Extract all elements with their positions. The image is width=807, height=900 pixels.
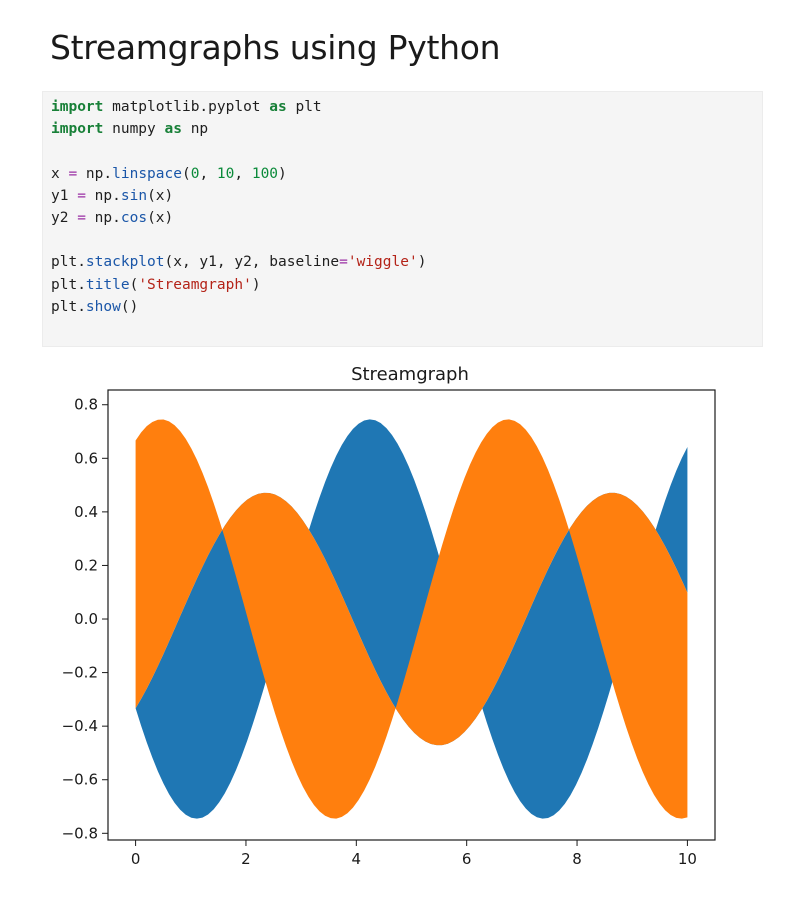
x-tick-label: 6 [462, 850, 472, 868]
chart-areas [135, 419, 688, 819]
y-tick-label: −0.2 [62, 664, 98, 682]
y-tick-label: 0.0 [74, 610, 98, 628]
x-tick-label: 2 [241, 850, 251, 868]
y-tick-label: 0.2 [74, 556, 98, 574]
chart-axes: 0 2 4 6 8 10 −0.8 −0.6 −0.4 −0.2 0.0 0.2 0.4 0.6 0.8 [62, 396, 697, 868]
x-tick-label: 8 [572, 850, 582, 868]
y-tick-label: 0.4 [74, 503, 98, 521]
code-line-7: plt.title('Streamgraph') [51, 276, 261, 293]
code-line-4: y1 = np.sin(x) [51, 187, 174, 204]
y-tick-label: −0.4 [62, 717, 98, 735]
code-line-2: import numpy as np [51, 121, 209, 138]
code-line-1: import matplotlib.pyplot as plt [51, 99, 322, 115]
series-2-area [135, 419, 688, 819]
y-tick-label: 0.8 [74, 396, 98, 414]
y-tick-label: −0.8 [62, 824, 98, 842]
chart-title: Streamgraph [351, 364, 469, 385]
code-line-5: y2 = np.cos(x) [51, 210, 174, 227]
code-line-3: x = np.linspace(0, 10, 100) [51, 165, 287, 182]
code-text: import matplotlib.pyplot as plt import n… [51, 96, 426, 318]
y-tick-label: −0.6 [62, 771, 98, 789]
x-tick-label: 10 [678, 850, 697, 868]
x-tick-label: 0 [131, 850, 141, 868]
page-title: Streamgraphs using Python [50, 28, 501, 67]
code-line-6: plt.stackplot(x, y1, y2, baseline='wiggl… [51, 254, 427, 271]
plot-frame [107, 389, 716, 841]
x-tick-label: 4 [352, 850, 362, 868]
streamgraph-chart: Streamgraph 0 2 4 6 8 10 −0.8 −0.6 −0.4 −0.2 0.0 0.… [62, 364, 716, 868]
y-tick-label: 0.6 [74, 449, 98, 467]
code-block: import matplotlib.pyplot as plt import n… [42, 91, 763, 347]
code-line-8: plt.show() [51, 298, 139, 315]
